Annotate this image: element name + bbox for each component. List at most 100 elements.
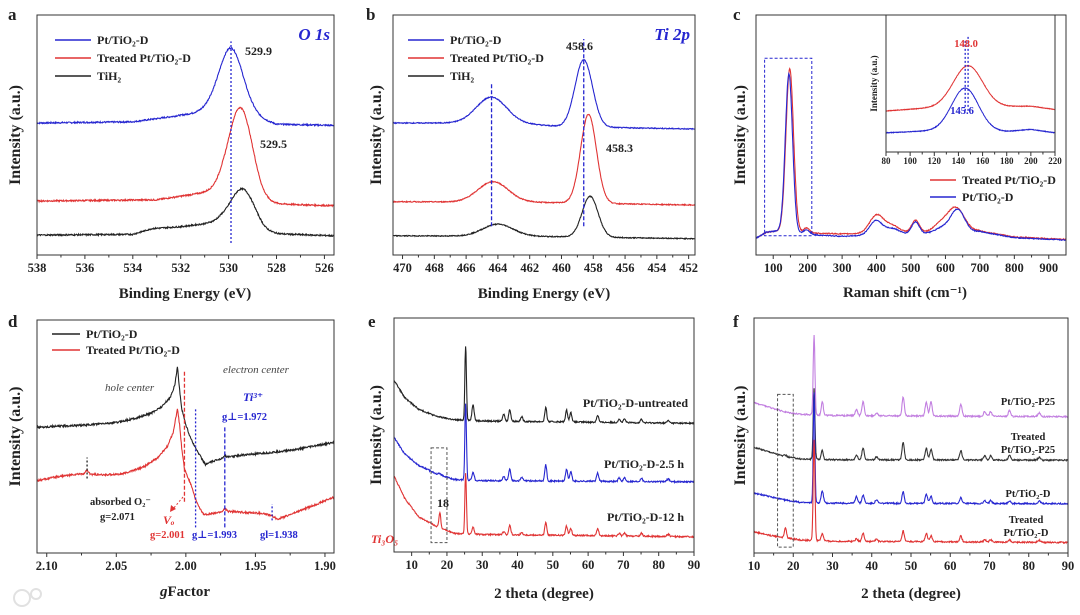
x-tick-label: 468 (425, 261, 444, 275)
x-tick-label: 140 (952, 156, 966, 166)
annotation-label: Pt/TiO₂-P25 (1001, 445, 1055, 456)
panel-letter: f (733, 312, 739, 331)
annotation-label: 458.6 (566, 39, 593, 53)
panel-a: 538 536 534 532 530 528 526 Intensity (a.u.) Bin… (7, 5, 335, 302)
panel-f: 10 20 30 40 50 60 70 80 90 Intensity (a.u.) 2 thet… (732, 312, 1074, 602)
series-line-1 (885, 87, 1056, 134)
x-tick-label: 532 (171, 261, 190, 275)
x-tick-label: 60 (944, 559, 957, 573)
legend-label: Pt/TiO₂-D (962, 190, 1014, 204)
annotation-label: Vₒ (163, 513, 175, 527)
x-tick-label: 50 (905, 559, 918, 573)
y-axis-label: Intensity (a.u.) (869, 55, 879, 111)
vo-arrow-line (172, 496, 184, 510)
y-axis-label: Intensity (a.u.) (368, 85, 385, 185)
annotation-label: Treated (1011, 432, 1046, 443)
y-axis-label: Intensity (a.u.) (7, 386, 24, 486)
highlight-box (430, 447, 448, 544)
x-tick-label: 80 (652, 558, 665, 572)
annotation-label: Treated (1009, 515, 1044, 526)
x-tick-label: 462 (520, 261, 539, 275)
series-line-0 (393, 346, 695, 426)
x-tick-label: 470 (393, 261, 412, 275)
panel-e: 10 20 30 40 50 60 70 80 90 Intensity (a.u.) 2 thet… (368, 312, 700, 602)
annotation-label: electron center (223, 364, 290, 376)
plot-frame (392, 14, 696, 256)
x-axis-label-symbol: g (159, 584, 168, 600)
y-axis-label: Intensity (a.u.) (732, 385, 749, 485)
annotation-label: gl=1.938 (260, 530, 298, 541)
series-line-2 (36, 187, 335, 238)
x-tick-label: 160 (976, 156, 990, 166)
annotation-label: Pt/TiO₂-D-12 h (607, 510, 684, 524)
x-tick-label: 2.10 (36, 559, 58, 573)
panel-b: 470 468 466 464 462 460 458 456 454 452 Intensity … (366, 5, 698, 302)
legend-label: TiH₂ (450, 69, 474, 83)
annotation-label: Pt/TiO₂-P25 (1001, 397, 1055, 408)
legend-label: Treated Pt/TiO₂-D (962, 173, 1056, 187)
x-tick-label: 50 (547, 558, 560, 572)
x-tick-label: 538 (28, 261, 47, 275)
series-line-1 (753, 388, 1069, 463)
x-tick-label: 120 (928, 156, 942, 166)
highlight-box (764, 57, 813, 237)
annotation-label: g⊥=1.993 (192, 530, 237, 541)
x-tick-label: 800 (1005, 261, 1024, 275)
x-tick-label: 30 (826, 559, 839, 573)
x-tick-label: 200 (798, 261, 817, 275)
series-line-2 (393, 473, 694, 539)
x-tick-label: 40 (866, 559, 879, 573)
annotation-label: 145.6 (950, 106, 974, 117)
x-axis-label: Raman shift (cm⁻¹) (843, 285, 967, 301)
annotation-label: Pt/TiO₂-D-2.5 h (604, 457, 684, 471)
annotation-label: 458.3 (606, 141, 633, 155)
x-tick-label: 454 (647, 261, 667, 275)
y-axis-label: Intensity (a.u.) (368, 385, 385, 485)
annotation-label: Ti₃O₅ (371, 532, 398, 546)
annotation-label: g=2.001 (150, 530, 185, 541)
annotation-label: 18 (437, 496, 449, 510)
series-line-0 (392, 58, 696, 131)
plot-frame (36, 319, 335, 554)
series-line-0 (36, 46, 335, 128)
x-axis-label-text: Factor (168, 584, 211, 600)
legend-label: Pt/TiO₂-D (97, 33, 149, 47)
series-line-2 (392, 195, 696, 241)
annotation-label: g⊥=1.972 (222, 412, 267, 423)
series-line-0 (885, 64, 1055, 112)
legend-label: Pt/TiO₂-D (450, 33, 502, 47)
x-tick-label: 900 (1039, 261, 1058, 275)
y-axis-label: Intensity (a.u.) (7, 85, 24, 185)
annotation-label: 529.9 (245, 44, 272, 58)
x-tick-label: 400 (867, 261, 886, 275)
x-tick-label: 2.00 (175, 559, 197, 573)
y-axis-label: Intensity (a.u.) (732, 85, 749, 185)
highlight-box (777, 393, 794, 548)
series-line-1 (393, 403, 695, 485)
x-tick-label: 2.05 (105, 559, 127, 573)
annotation-label: Ti³⁺ (243, 390, 263, 404)
x-axis-label: Binding Energy (eV) (478, 286, 611, 302)
x-tick-label: 528 (267, 261, 286, 275)
panel-letter: b (366, 5, 375, 24)
x-tick-label: 526 (315, 261, 334, 275)
x-tick-label: 500 (902, 261, 921, 275)
x-tick-label: 534 (123, 261, 143, 275)
x-axis-label: Binding Energy (eV) (119, 286, 252, 302)
vo-arrowhead-icon (170, 505, 176, 512)
x-tick-label: 458 (584, 261, 603, 275)
x-tick-label: 220 (1048, 156, 1062, 166)
annotation-label: Pt/TiO₂-D (1004, 528, 1049, 539)
panel-letter: c (733, 5, 741, 24)
series-line-3 (753, 439, 1069, 545)
panel-letter: d (8, 312, 18, 331)
panel-title: Ti 2p (654, 25, 690, 44)
x-tick-label: 200 (1024, 156, 1038, 166)
series-line-0 (36, 366, 335, 467)
annotation-label: 529.5 (260, 137, 287, 151)
x-tick-label: 30 (476, 558, 489, 572)
series-line-2 (753, 392, 1069, 506)
annotation-label: Pt/TiO₂-D (1006, 489, 1051, 500)
x-tick-label: 10 (748, 559, 761, 573)
x-tick-label: 464 (489, 261, 509, 275)
